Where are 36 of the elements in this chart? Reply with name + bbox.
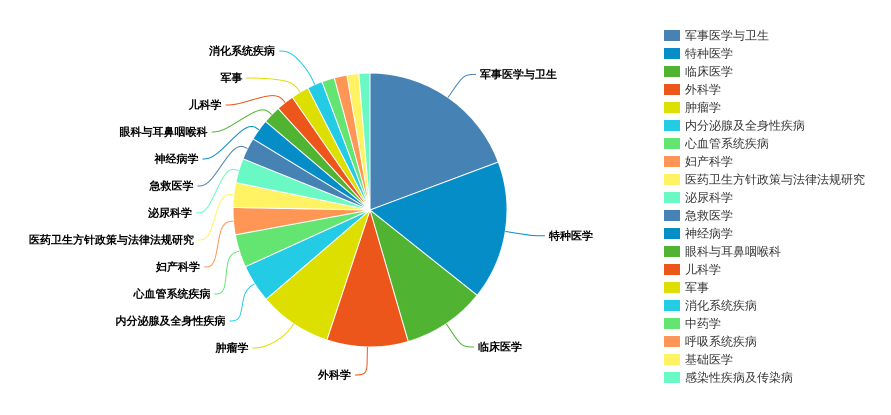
legend-label: 消化系统疾病 bbox=[685, 298, 757, 312]
legend-label: 特种医学 bbox=[685, 46, 733, 60]
legend-label: 基础医学 bbox=[685, 352, 733, 366]
slice-label: 妇产科学 bbox=[155, 260, 200, 274]
legend-label: 军事医学与卫生 bbox=[685, 28, 769, 42]
slice-label: 内分泌腺及全身性疾病 bbox=[116, 314, 226, 328]
slice-label: 泌尿科学 bbox=[147, 206, 192, 220]
slice-label: 临床医学 bbox=[478, 340, 522, 354]
slice-label: 眼科与耳鼻咽喉科 bbox=[120, 125, 208, 138]
legend-label: 呼吸系统疾病 bbox=[685, 334, 757, 348]
slice-label: 心血管系统疾病 bbox=[132, 287, 210, 300]
legend-label: 儿科学 bbox=[685, 262, 721, 276]
slice-label: 医药卫生方针政策与法律法规研究 bbox=[29, 233, 194, 246]
slice-label: 神经病学 bbox=[154, 152, 198, 166]
legend-label: 感染性疾病及传染病 bbox=[685, 370, 793, 384]
slice-label: 儿科学 bbox=[188, 98, 222, 112]
legend-label: 神经病学 bbox=[685, 226, 733, 240]
legend-label: 肿瘤学 bbox=[685, 100, 721, 114]
legend-label: 中药学 bbox=[685, 316, 721, 330]
slice-label: 急救医学 bbox=[148, 179, 194, 192]
legend-label: 急救医学 bbox=[684, 208, 733, 222]
legend-label: 眼科与耳鼻咽喉科 bbox=[685, 244, 781, 258]
slice-label: 肿瘤学 bbox=[214, 341, 248, 354]
slice-label: 军事医学与卫生 bbox=[480, 68, 558, 81]
legend-label: 内分泌腺及全身性疾病 bbox=[685, 118, 805, 132]
slice-label: 军事 bbox=[220, 71, 242, 84]
legend-label: 妇产科学 bbox=[685, 154, 733, 168]
slice-label: 特种医学 bbox=[548, 229, 593, 242]
legend-label: 医药卫生方针政策与法律法规研究 bbox=[685, 172, 865, 186]
legend-label: 泌尿科学 bbox=[685, 190, 733, 204]
legend-label: 心血管系统疾病 bbox=[684, 136, 769, 150]
legend-label: 军事 bbox=[685, 280, 709, 294]
legend-label: 临床医学 bbox=[685, 64, 733, 78]
slice-label: 消化系统疾病 bbox=[208, 44, 276, 58]
slice-label: 外科学 bbox=[316, 368, 351, 382]
legend-label: 外科学 bbox=[685, 82, 721, 96]
